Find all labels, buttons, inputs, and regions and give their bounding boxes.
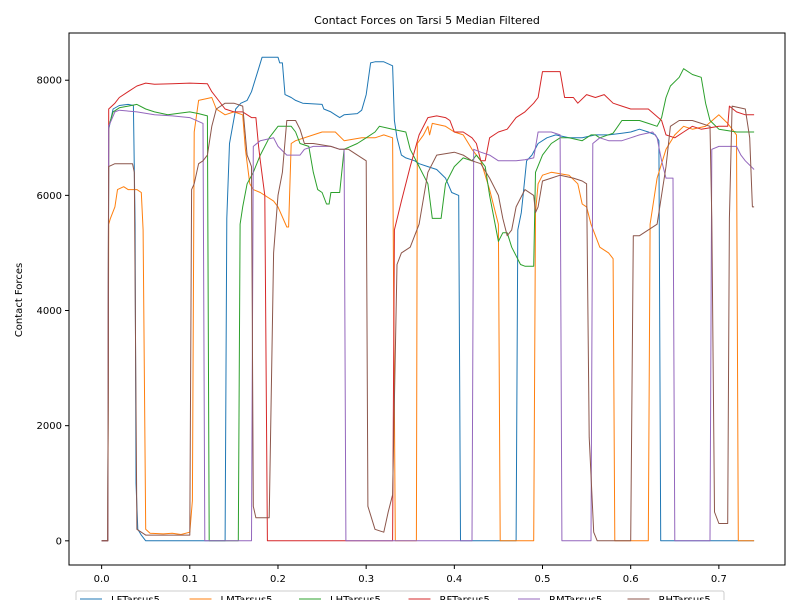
y-axis-label: Contact Forces [14,263,25,337]
x-tick-label: 0.2 [270,574,286,585]
chart-title: Contact Forces on Tarsi 5 Median Filtere… [314,14,540,27]
y-tick-label: 4000 [37,306,62,317]
x-tick-label: 0.1 [182,574,198,585]
x-tick-label: 0.4 [446,574,462,585]
x-tick-label: 0.6 [623,574,639,585]
series-line-rftarsus5 [101,71,755,542]
x-tick-label: 0.5 [535,574,551,585]
series-line-lhtarsus5 [101,68,755,542]
x-tick-label: 0.0 [94,574,110,585]
legend-label-rftarsus5: RFTarsus5 [440,595,490,600]
series-line-lmtarsus5 [101,97,755,542]
plot-frame [68,32,786,566]
series-line-rmtarsus5 [101,109,755,542]
legend-label-lmtarsus5: LMTarsus5 [221,595,273,600]
series-line-lftarsus5 [101,56,755,542]
y-tick-label: 0 [56,536,62,547]
series-line-rhtarsus5 [101,102,755,542]
legend-label-rmtarsus5: RMTarsus5 [549,595,602,600]
legend-label-lftarsus5: LFTarsus5 [111,595,160,600]
x-tick-label: 0.7 [711,574,727,585]
legend-label-lhtarsus5: LHTarsus5 [330,595,381,600]
y-tick-label: 6000 [37,191,62,202]
axes-layer: 0.0 0.1 0.2 0.3 0.4 0.5 0.6 0.7 0 2000 4000 6000 800… [37,76,727,585]
legend-label-rhtarsus5: RHTarsus5 [659,595,711,600]
legend-box [75,590,725,600]
legend: LFTarsus5 LMTarsus5 LHTarsus5 RFTarsus5 RMTa… [75,590,725,600]
y-tick-label: 8000 [37,76,62,87]
y-tick-label: 2000 [37,421,62,432]
series-layer [101,56,755,542]
x-tick-label: 0.3 [358,574,374,585]
